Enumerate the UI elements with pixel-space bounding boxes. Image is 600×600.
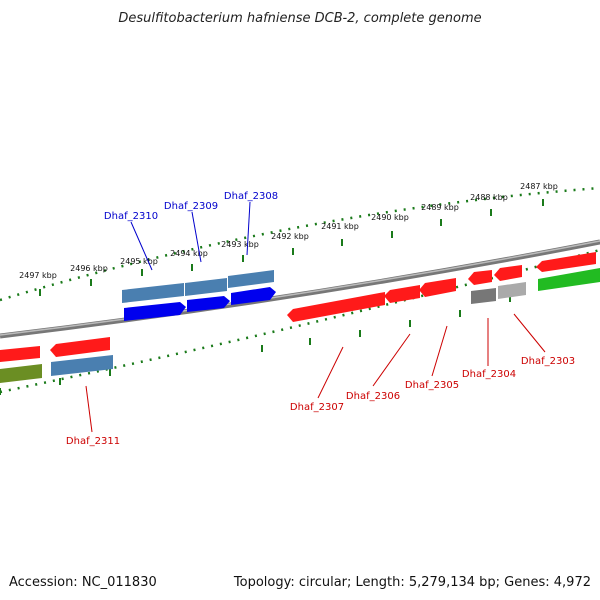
gene-label-dhaf-2306[interactable]: Dhaf_2306 <box>346 391 400 402</box>
gene-dhaf-2307-block[interactable] <box>287 292 385 322</box>
tick-label-2491: 2491 kbp <box>321 222 359 231</box>
map-title: Desulfitobacterium hafniense DCB-2, comp… <box>118 11 481 26</box>
gene-red-forward-3[interactable] <box>468 270 492 285</box>
tick-label-2495: 2495 kbp <box>120 257 158 266</box>
tick-label-2493: 2493 kbp <box>221 240 259 249</box>
gene-blue-arrow-1[interactable] <box>124 302 186 321</box>
tick-label-2496: 2496 kbp <box>70 264 108 273</box>
gene-labels-top: Dhaf_2310 Dhaf_2309 Dhaf_2308 <box>104 191 278 222</box>
gene-red-left-2[interactable] <box>50 337 110 357</box>
gene-label-dhaf-2308[interactable]: Dhaf_2308 <box>224 191 278 202</box>
gene-dhaf-2306-block[interactable] <box>384 285 420 303</box>
genome-summary-text: Topology: circular; Length: 5,279,134 bp… <box>233 575 591 590</box>
tick-label-2488: 2488 kbp <box>470 193 508 202</box>
forward-strand-genes <box>122 252 600 321</box>
genome-backbone-highlight <box>0 240 600 336</box>
gene-blue-arrow-2[interactable] <box>187 296 230 312</box>
gene-gray[interactable] <box>471 288 496 304</box>
scale-labels: 2497 kbp 2496 kbp 2495 kbp 2494 kbp 2493… <box>19 182 558 280</box>
gene-labels-bottom: Dhaf_2311 Dhaf_2307 Dhaf_2306 Dhaf_2305 … <box>66 356 575 447</box>
gene-dhaf-2311-block[interactable] <box>51 355 113 376</box>
gene-label-dhaf-2309[interactable]: Dhaf_2309 <box>164 201 218 212</box>
inner-major-ticks <box>0 295 511 395</box>
accession-text: Accession: NC_011830 <box>9 575 157 590</box>
gene-label-dhaf-2310[interactable]: Dhaf_2310 <box>104 211 158 222</box>
gene-red-left-1[interactable] <box>0 346 40 362</box>
gene-dhaf-2310-block[interactable] <box>122 283 184 303</box>
genome-backbone <box>0 239 600 339</box>
tick-label-2497: 2497 kbp <box>19 271 57 280</box>
tick-label-2494: 2494 kbp <box>170 249 208 258</box>
gene-blue-arrow-3[interactable] <box>231 287 276 305</box>
gene-label-dhaf-2311[interactable]: Dhaf_2311 <box>66 436 120 447</box>
outer-major-ticks <box>39 199 544 296</box>
gene-label-dhaf-2304[interactable]: Dhaf_2304 <box>462 369 516 380</box>
tick-label-2487: 2487 kbp <box>520 182 558 191</box>
tick-label-2490: 2490 kbp <box>371 213 409 222</box>
tick-label-2489: 2489 kbp <box>421 203 459 212</box>
reverse-strand-genes <box>0 278 456 383</box>
gene-lightgray[interactable] <box>498 282 526 299</box>
gene-dhaf-2305-block[interactable] <box>419 278 456 297</box>
leader-lines <box>85 201 546 433</box>
tick-label-2492: 2492 kbp <box>271 232 309 241</box>
gene-label-dhaf-2303[interactable]: Dhaf_2303 <box>521 356 575 367</box>
gene-dhaf-2309-block[interactable] <box>185 278 227 296</box>
gene-dhaf-2308-block[interactable] <box>228 270 274 288</box>
gene-green-forward[interactable] <box>538 268 600 291</box>
gene-red-forward-2[interactable] <box>494 265 522 281</box>
gene-label-dhaf-2307[interactable]: Dhaf_2307 <box>290 402 344 413</box>
gene-red-forward-1[interactable] <box>536 252 596 272</box>
gene-olive-left[interactable] <box>0 364 42 383</box>
gene-label-dhaf-2305[interactable]: Dhaf_2305 <box>405 380 459 391</box>
inner-tick-ring <box>0 248 600 394</box>
